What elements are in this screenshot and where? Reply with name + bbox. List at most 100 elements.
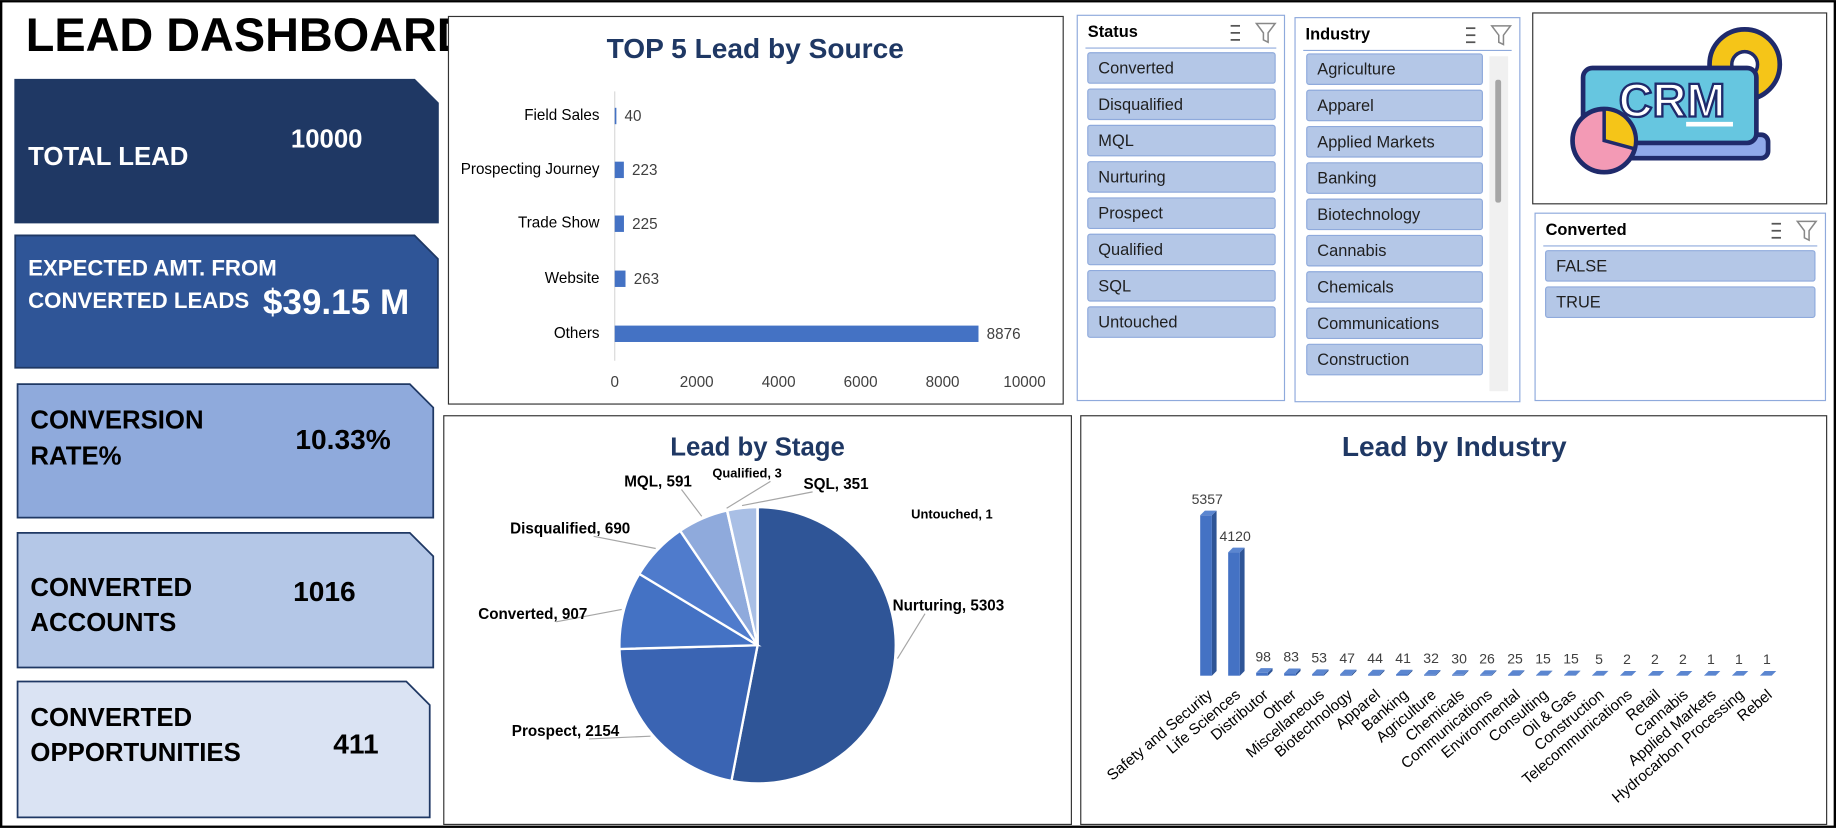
- scrollbar-track[interactable]: [1489, 56, 1509, 392]
- slicer-button[interactable]: [1306, 198, 1483, 231]
- slicer-item[interactable]: Qualified: [1087, 233, 1276, 266]
- slicer-button[interactable]: [1306, 271, 1483, 303]
- bar: [1396, 674, 1408, 676]
- slicer-item-label[interactable]: Agriculture: [1317, 61, 1395, 79]
- slicer-item-label[interactable]: Untouched: [1098, 314, 1177, 332]
- slicer-item-label[interactable]: TRUE: [1556, 294, 1601, 312]
- kpi-label: CONVERTED LEADS: [28, 288, 249, 313]
- slicer-title: Industry: [1306, 26, 1371, 44]
- slicer-button[interactable]: [1545, 286, 1816, 318]
- multiselect-icon[interactable]: [1230, 24, 1241, 41]
- slicer-item[interactable]: TRUE: [1545, 286, 1816, 318]
- slicer-item[interactable]: Agriculture: [1306, 53, 1483, 85]
- slicer-button[interactable]: [1087, 161, 1276, 193]
- slicer-item-label[interactable]: Biotechnology: [1317, 206, 1421, 224]
- slicer-item-label[interactable]: Cannabis: [1317, 242, 1386, 260]
- slicer-button[interactable]: [1087, 306, 1276, 338]
- slicer-item[interactable]: Apparel: [1306, 89, 1483, 122]
- bar-top: [1591, 670, 1609, 676]
- slicer-item-label[interactable]: Converted: [1098, 59, 1174, 77]
- bar-side: [1295, 668, 1301, 676]
- slicer-item[interactable]: Communications: [1306, 307, 1483, 340]
- slicer-button[interactable]: [1087, 197, 1276, 229]
- bar: [614, 325, 979, 342]
- bar-top: [1424, 670, 1441, 675]
- kpi-value: 411: [333, 728, 378, 759]
- slicer-item-label[interactable]: SQL: [1098, 277, 1131, 295]
- x-tick-label: 4000: [762, 374, 796, 391]
- slicer-button[interactable]: [1306, 162, 1483, 194]
- slicer-item-label[interactable]: Apparel: [1317, 97, 1373, 115]
- slicer-item[interactable]: FALSE: [1545, 250, 1816, 282]
- slicer-item-label[interactable]: Qualified: [1098, 241, 1163, 259]
- slicer-item-label[interactable]: Disqualified: [1098, 96, 1183, 114]
- y-tick-label: Website: [545, 270, 600, 287]
- kpi-label: CONVERSION: [30, 406, 203, 434]
- slicer-item-label[interactable]: Communications: [1317, 315, 1439, 333]
- slicer-item-label[interactable]: FALSE: [1556, 257, 1607, 275]
- slicer-item[interactable]: Construction: [1306, 343, 1483, 376]
- bar-side: [1211, 510, 1217, 676]
- kpi-label: CONVERTED: [30, 704, 192, 732]
- slicer-button[interactable]: [1087, 269, 1276, 302]
- multiselect-icon[interactable]: [1465, 27, 1476, 44]
- slicer-item[interactable]: Disqualified: [1087, 88, 1276, 121]
- slicer-item[interactable]: Chemicals: [1306, 271, 1483, 303]
- slicer-item-label[interactable]: Prospect: [1098, 205, 1163, 223]
- slicer-button[interactable]: [1087, 52, 1276, 84]
- slicer-item[interactable]: SQL: [1087, 269, 1276, 302]
- x-tick-label: 0: [610, 374, 618, 391]
- clear-filter-icon[interactable]: [1254, 22, 1277, 44]
- bar-top: [1452, 670, 1469, 675]
- slicer-title: Converted: [1546, 221, 1627, 239]
- leader-line: [593, 535, 656, 550]
- data-label: 2: [1679, 651, 1687, 667]
- slicer-item-label[interactable]: Nurturing: [1098, 168, 1165, 186]
- slicer-button[interactable]: [1087, 124, 1276, 157]
- slicer-item[interactable]: Applied Markets: [1306, 125, 1483, 158]
- slicer-item[interactable]: MQL: [1087, 124, 1276, 157]
- kpi-value: $39.15 M: [263, 283, 409, 322]
- slicer-item[interactable]: Nurturing: [1087, 161, 1276, 193]
- bar-top: [1312, 669, 1329, 675]
- slicer-button[interactable]: [1306, 343, 1483, 376]
- slicer-item[interactable]: Prospect: [1087, 197, 1276, 229]
- slicer-item[interactable]: Banking: [1306, 162, 1483, 194]
- slicer-item-label[interactable]: MQL: [1098, 132, 1134, 150]
- data-label: 223: [632, 162, 657, 179]
- slicer-item-label[interactable]: Banking: [1317, 170, 1376, 188]
- slicer-item[interactable]: Converted: [1087, 52, 1276, 84]
- slicer-item-label[interactable]: Construction: [1317, 351, 1409, 369]
- data-label: 44: [1367, 650, 1383, 666]
- slicer-button[interactable]: [1087, 88, 1276, 121]
- clear-filter-icon[interactable]: [1795, 220, 1818, 242]
- bar-top: [1480, 670, 1497, 675]
- pie-slice: [618, 644, 760, 783]
- slicer-item[interactable]: Untouched: [1087, 306, 1276, 338]
- slicer-item[interactable]: Cannabis: [1306, 234, 1483, 267]
- multiselect-icon[interactable]: [1771, 222, 1781, 239]
- slicer-button[interactable]: [1306, 53, 1483, 85]
- clear-filter-icon[interactable]: [1490, 25, 1513, 46]
- slicer-button[interactable]: [1306, 307, 1483, 340]
- slicer-button[interactable]: [1545, 250, 1816, 282]
- slicer-button[interactable]: [1306, 125, 1483, 158]
- slicer-item[interactable]: Biotechnology: [1306, 198, 1483, 231]
- data-label: Qualified, 3: [712, 466, 781, 481]
- data-label: 4120: [1220, 528, 1251, 544]
- slicer-button[interactable]: [1087, 233, 1276, 266]
- pie-slice: [618, 572, 762, 651]
- slicer-item-label[interactable]: Applied Markets: [1317, 133, 1434, 151]
- slicer-item-label[interactable]: Chemicals: [1317, 278, 1393, 296]
- data-label: MQL, 591: [624, 474, 692, 491]
- data-label: Untouched, 1: [911, 507, 993, 522]
- bar: [614, 107, 617, 125]
- y-tick-label: Others: [554, 325, 600, 342]
- slicer-button[interactable]: [1306, 89, 1483, 122]
- bar: [614, 270, 626, 287]
- data-label: Nurturing, 5303: [893, 598, 1005, 615]
- bar-side: [1267, 668, 1273, 676]
- slicer-button[interactable]: [1306, 234, 1483, 267]
- scrollbar-thumb[interactable]: [1495, 79, 1502, 203]
- bar: [1256, 672, 1268, 676]
